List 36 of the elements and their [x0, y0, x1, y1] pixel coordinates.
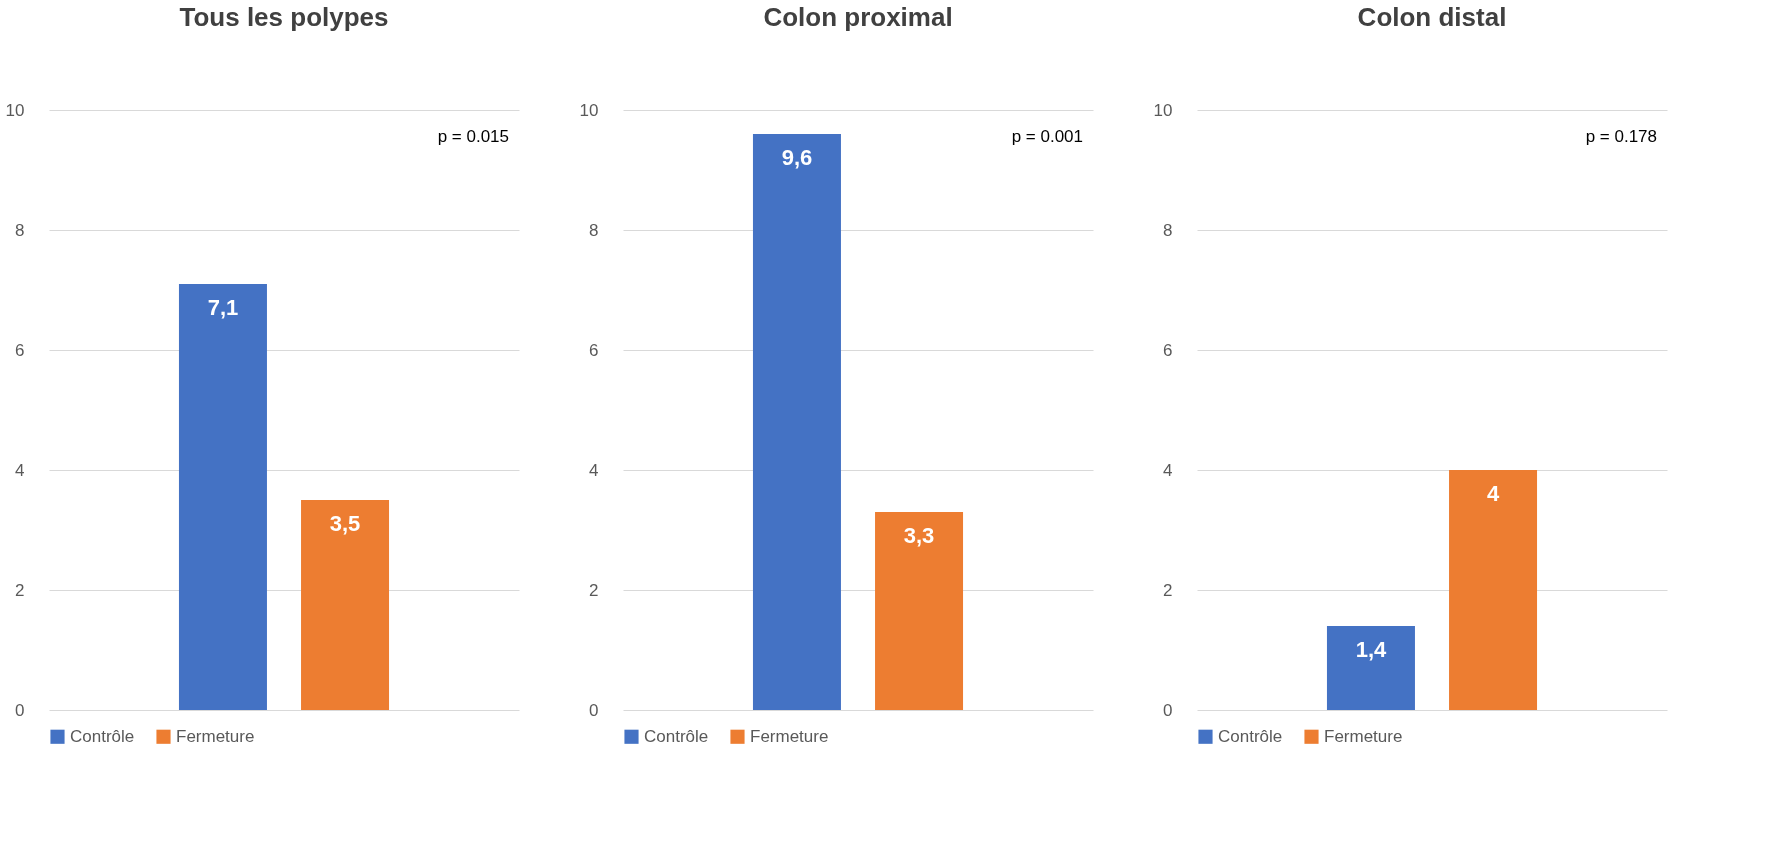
data-label: 4 — [1486, 481, 1500, 506]
annotation: p = 0.001 — [1011, 127, 1083, 146]
y-tick-label: 6 — [15, 340, 25, 360]
y-tick-label: 2 — [589, 580, 599, 600]
legend-label: Contrôle — [644, 726, 709, 746]
annotation: p = 0.178 — [1585, 127, 1657, 146]
legend-label: Fermeture — [176, 726, 255, 746]
legend-label: Contrôle — [1218, 726, 1283, 746]
y-tick-label: 4 — [15, 460, 25, 480]
chart-title: Colon distal — [1357, 2, 1507, 32]
y-tick-label: 8 — [15, 220, 25, 240]
y-tick-label: 10 — [1153, 100, 1173, 120]
chart-title: Tous les polypes — [179, 2, 389, 32]
y-tick-label: 8 — [589, 220, 599, 240]
annotation: p = 0.015 — [437, 127, 509, 146]
y-tick-label: 0 — [1163, 700, 1173, 720]
y-tick-label: 10 — [579, 100, 599, 120]
legend-label: Contrôle — [70, 726, 135, 746]
data-label: 7,1 — [207, 295, 239, 320]
data-label: 9,6 — [781, 145, 813, 170]
y-tick-label: 10 — [5, 100, 25, 120]
legend-label: Fermeture — [750, 726, 829, 746]
y-tick-label: 6 — [589, 340, 599, 360]
y-tick-label: 2 — [15, 580, 25, 600]
data-label: 1,4 — [1355, 637, 1388, 662]
chart-title: Colon proximal — [763, 2, 953, 32]
legend-label: Fermeture — [1324, 726, 1403, 746]
data-label: 3,5 — [329, 511, 361, 536]
data-label: 3,3 — [903, 523, 935, 548]
y-tick-label: 4 — [589, 460, 599, 480]
y-tick-label: 8 — [1163, 220, 1173, 240]
y-tick-label: 0 — [15, 700, 25, 720]
y-tick-label: 2 — [1163, 580, 1173, 600]
y-tick-label: 6 — [1163, 340, 1173, 360]
y-tick-label: 4 — [1163, 460, 1173, 480]
y-tick-label: 0 — [589, 700, 599, 720]
